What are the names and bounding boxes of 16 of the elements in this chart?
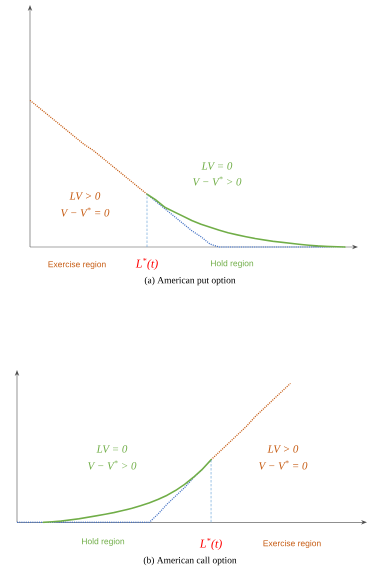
annotation: LV > 0 <box>268 445 298 453</box>
annotation: V − V$^{*}$ = 0 <box>61 207 110 217</box>
text: L$^{*}$(t) <box>136 258 158 270</box>
annotation: V − V$^{*}$ > 0 <box>88 460 136 470</box>
annotation: V − V$^{*}$ > 0 <box>193 176 242 186</box>
text: Exercise region <box>264 540 321 548</box>
text: Exercise region <box>48 261 106 269</box>
text: (a) American put option <box>144 276 236 286</box>
text: Hold region <box>211 260 254 268</box>
annotation: LV > 0 <box>70 192 100 200</box>
annotation: V − V$^{*}$ = 0 <box>259 460 308 470</box>
annotation: LV = 0 <box>202 162 232 170</box>
annotation: LV = 0 <box>96 445 128 453</box>
text: Hold region <box>82 538 124 546</box>
text: (b) American call option <box>144 556 237 566</box>
text: L$^{*}$(t) <box>200 538 222 550</box>
